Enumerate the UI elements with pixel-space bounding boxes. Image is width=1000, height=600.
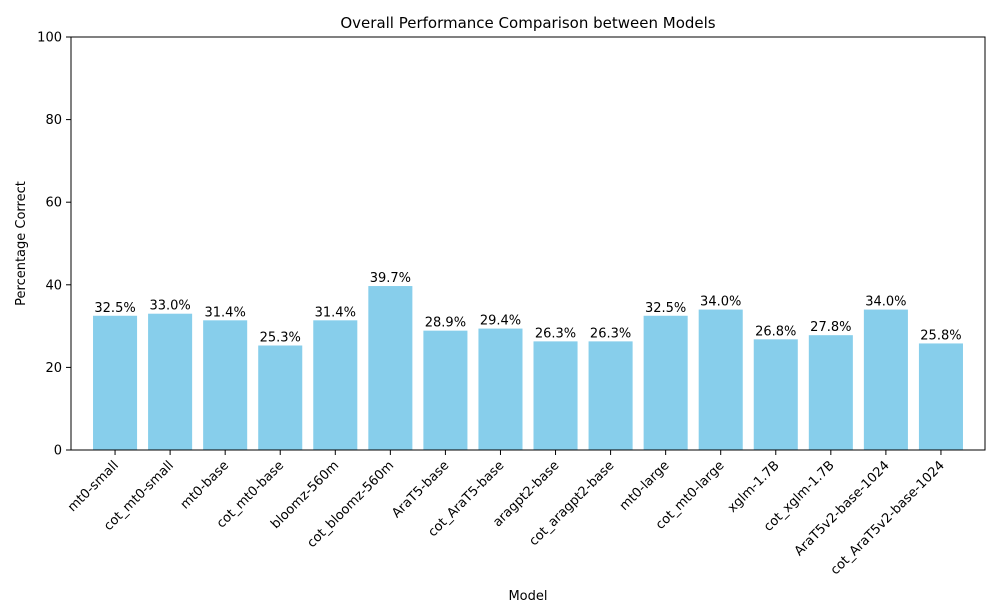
- value-label: 28.9%: [425, 316, 466, 331]
- value-labels-group: 32.5% 33.0% 31.4% 25.3% 31.4% 39.7% 28.9% 29.4%…: [94, 271, 961, 345]
- bars-group: [93, 286, 963, 450]
- value-label: 32.5%: [645, 301, 686, 316]
- chart-title: Overall Performance Comparison between M…: [340, 14, 715, 32]
- bar-cot_bloomz-560m: [368, 286, 413, 450]
- bar-mt0-large: [643, 315, 688, 450]
- x-tick-label: mt0-small: [65, 458, 122, 515]
- bar-AraT5-base: [423, 330, 468, 450]
- y-tick-label: 0: [54, 444, 62, 459]
- y-tick-label: 60: [45, 196, 62, 211]
- x-tick-label: mt0-large: [617, 458, 673, 514]
- x-tick-label: cot_AraT5v2-base-1024: [828, 458, 948, 578]
- value-label: 32.5%: [94, 301, 135, 316]
- y-axis: 0 20 40 60 80 100: [37, 31, 71, 459]
- value-label: 26.3%: [535, 326, 576, 341]
- value-label: 27.8%: [810, 320, 851, 335]
- value-label: 39.7%: [370, 271, 411, 286]
- bar-cot_AraT5-base: [478, 328, 523, 450]
- value-label: 25.3%: [260, 331, 301, 346]
- x-axis-label: Model: [508, 589, 547, 600]
- value-label: 26.3%: [590, 326, 631, 341]
- y-tick-label: 40: [45, 278, 62, 293]
- bar-cot_aragpt2-base: [588, 341, 633, 450]
- y-tick-label: 20: [45, 361, 62, 376]
- value-label: 34.0%: [865, 295, 906, 310]
- bar-xglm-1.7B: [753, 339, 798, 450]
- x-tick-label: xglm-1.7B: [725, 458, 783, 516]
- bar-aragpt2-base: [533, 341, 578, 450]
- value-label: 33.0%: [149, 299, 190, 314]
- bar-cot_mt0-base: [258, 345, 303, 450]
- bar-bloomz-560m: [313, 320, 358, 450]
- bar-cot_mt0-large: [698, 309, 743, 450]
- bar-cot_mt0-small: [148, 313, 193, 450]
- x-tick-label: AraT5v2-base-1024: [792, 458, 893, 559]
- y-tick-label: 80: [45, 113, 62, 128]
- x-tick-label: mt0-base: [178, 458, 232, 512]
- bar-AraT5v2-base-1024: [863, 309, 908, 450]
- bar-mt0-base: [203, 320, 248, 450]
- value-label: 26.8%: [755, 324, 796, 339]
- plot-frame: [70, 36, 986, 451]
- bar-cot_xglm-1.7B: [808, 335, 853, 450]
- bar-cot_AraT5v2-base-1024: [918, 343, 963, 450]
- y-tick-label: 100: [37, 31, 62, 46]
- value-label: 29.4%: [480, 314, 521, 329]
- value-label: 34.0%: [700, 295, 741, 310]
- bar-mt0-small: [93, 315, 138, 450]
- value-label: 31.4%: [315, 305, 356, 320]
- value-label: 25.8%: [920, 328, 961, 343]
- value-label: 31.4%: [205, 305, 246, 320]
- y-axis-label: Percentage Correct: [14, 181, 29, 306]
